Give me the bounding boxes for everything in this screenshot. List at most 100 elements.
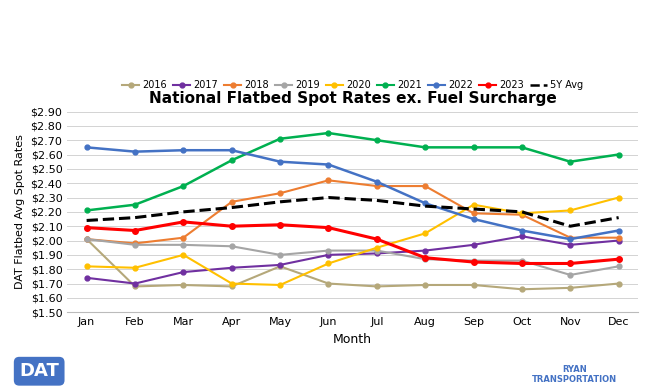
Line: 2019: 2019 — [84, 237, 621, 278]
5Y Avg — [131, 215, 139, 220]
2020 — [276, 283, 284, 287]
2020 — [518, 211, 526, 216]
2020 — [325, 261, 332, 266]
2020 — [373, 245, 381, 250]
Line: 2021: 2021 — [84, 131, 621, 213]
2023 — [518, 261, 526, 266]
2023 — [131, 228, 139, 233]
2023 — [83, 225, 91, 230]
2019 — [131, 243, 139, 247]
2022 — [421, 201, 429, 206]
2021 — [518, 145, 526, 150]
2020 — [83, 264, 91, 269]
5Y Avg — [566, 224, 574, 229]
2021 — [228, 158, 236, 163]
2019 — [276, 252, 284, 257]
2021 — [373, 138, 381, 143]
Line: 5Y Avg: 5Y Avg — [87, 198, 618, 226]
2018 — [614, 235, 622, 240]
2017 — [373, 251, 381, 256]
2021 — [276, 136, 284, 141]
2019 — [518, 258, 526, 263]
2021 — [83, 208, 91, 213]
2016 — [518, 287, 526, 292]
2018 — [228, 200, 236, 204]
5Y Avg — [180, 209, 187, 214]
2018 — [180, 235, 187, 240]
2019 — [180, 243, 187, 247]
2022 — [228, 148, 236, 152]
2016 — [614, 281, 622, 286]
2022 — [470, 217, 477, 221]
5Y Avg — [421, 204, 429, 209]
2020 — [228, 281, 236, 286]
2019 — [566, 272, 574, 277]
Text: DAT: DAT — [19, 362, 59, 380]
2018 — [325, 178, 332, 183]
2017 — [83, 276, 91, 280]
2018 — [470, 211, 477, 216]
2019 — [373, 248, 381, 253]
2023 — [566, 261, 574, 266]
2021 — [325, 131, 332, 135]
Line: 2017: 2017 — [84, 234, 621, 286]
2021 — [421, 145, 429, 150]
2020 — [614, 195, 622, 200]
5Y Avg — [276, 200, 284, 204]
2016 — [566, 285, 574, 290]
5Y Avg — [325, 195, 332, 200]
2022 — [518, 228, 526, 233]
2017 — [276, 263, 284, 267]
2021 — [131, 202, 139, 207]
2021 — [614, 152, 622, 157]
2018 — [276, 191, 284, 196]
2018 — [83, 237, 91, 241]
Text: RYAN
TRANSPORTATION: RYAN TRANSPORTATION — [532, 365, 617, 384]
2017 — [470, 243, 477, 247]
2019 — [325, 248, 332, 253]
2022 — [373, 180, 381, 184]
2017 — [131, 281, 139, 286]
2020 — [470, 202, 477, 207]
2016 — [276, 264, 284, 269]
Y-axis label: DAT Flatbed Avg Spot Rates: DAT Flatbed Avg Spot Rates — [15, 134, 25, 289]
Title: National Flatbed Spot Rates ex. Fuel Surcharge: National Flatbed Spot Rates ex. Fuel Sur… — [149, 91, 556, 106]
2020 — [180, 252, 187, 257]
5Y Avg — [373, 198, 381, 203]
2018 — [373, 184, 381, 189]
2022 — [180, 148, 187, 152]
2022 — [131, 149, 139, 154]
2016 — [228, 284, 236, 289]
5Y Avg — [518, 209, 526, 214]
2016 — [83, 237, 91, 241]
2018 — [518, 212, 526, 217]
2017 — [180, 270, 187, 274]
2017 — [228, 265, 236, 270]
2021 — [470, 145, 477, 150]
2022 — [566, 237, 574, 241]
2016 — [131, 284, 139, 289]
2017 — [325, 252, 332, 257]
2017 — [421, 248, 429, 253]
2022 — [276, 159, 284, 164]
5Y Avg — [83, 218, 91, 223]
2017 — [566, 243, 574, 247]
2023 — [373, 237, 381, 241]
5Y Avg — [614, 215, 622, 220]
2021 — [180, 184, 187, 189]
2020 — [131, 265, 139, 270]
2019 — [228, 244, 236, 249]
2023 — [325, 225, 332, 230]
2023 — [276, 222, 284, 227]
Line: 2016: 2016 — [84, 237, 621, 292]
2022 — [83, 145, 91, 150]
2020 — [421, 231, 429, 236]
2018 — [421, 184, 429, 189]
2019 — [470, 258, 477, 263]
Line: 2023: 2023 — [84, 219, 622, 266]
2023 — [180, 220, 187, 224]
2023 — [228, 224, 236, 229]
2019 — [421, 257, 429, 261]
2022 — [614, 228, 622, 233]
Legend: 2016, 2017, 2018, 2019, 2020, 2021, 2022, 2023, 5Y Avg: 2016, 2017, 2018, 2019, 2020, 2021, 2022… — [122, 80, 583, 90]
